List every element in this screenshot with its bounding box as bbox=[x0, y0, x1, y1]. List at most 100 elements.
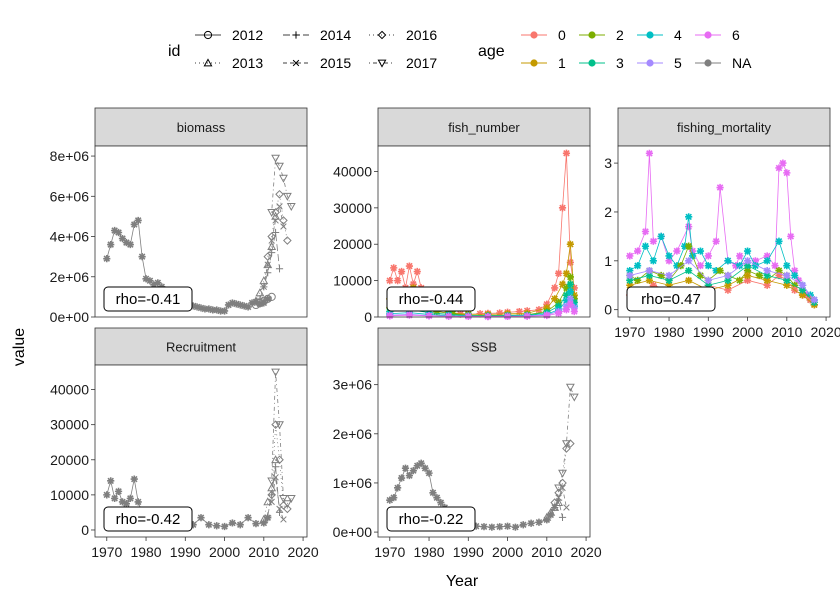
legend-id-key-2012: 2012 bbox=[195, 27, 263, 43]
data-point bbox=[665, 257, 673, 265]
data-point bbox=[641, 227, 650, 236]
data-point bbox=[565, 383, 575, 392]
series-layer bbox=[626, 149, 818, 309]
y-tick-label: 40000 bbox=[50, 382, 89, 398]
data-point bbox=[519, 521, 527, 529]
data-point bbox=[220, 307, 229, 315]
series-line-age-NA-id-2015 bbox=[263, 206, 284, 287]
data-point bbox=[626, 266, 634, 275]
data-point bbox=[685, 276, 693, 284]
data-point bbox=[251, 296, 261, 305]
data-point bbox=[673, 247, 681, 255]
data-point bbox=[562, 306, 571, 314]
y-tick-label: 0 bbox=[364, 309, 372, 325]
data-point bbox=[448, 310, 457, 318]
data-point bbox=[626, 252, 634, 260]
data-point bbox=[236, 301, 244, 309]
panel-border bbox=[617, 145, 831, 318]
data-point bbox=[264, 512, 272, 520]
data-point bbox=[193, 303, 201, 311]
y-tick-label: 0 bbox=[604, 302, 612, 318]
rho-box bbox=[626, 286, 716, 312]
panel-recruitment: Recruitment 0 10000 20000 30000 40000 1970 1980… bbox=[50, 327, 319, 560]
data-point bbox=[685, 257, 693, 265]
legend: id 2012 2014 2016 2013 2015 2017 age 0 2 4 6 1 3 5 NA bbox=[168, 27, 752, 71]
legend-id-label: 2012 bbox=[232, 27, 263, 43]
legend-key-dot bbox=[530, 59, 538, 67]
data-point bbox=[213, 522, 221, 530]
strip-label: fish_number bbox=[448, 120, 520, 135]
y-tick-label: 3 bbox=[604, 155, 612, 171]
panel-fish-number: fish_number 0 10000 20000 30000 40000 rho=-0.4… bbox=[333, 107, 591, 325]
data-point bbox=[271, 208, 280, 217]
x-tick-label: 2010 bbox=[771, 324, 802, 340]
data-point bbox=[394, 277, 402, 285]
data-point bbox=[724, 271, 732, 280]
data-point bbox=[551, 504, 558, 511]
y-tick-label: 4e+06 bbox=[50, 229, 90, 245]
data-point bbox=[122, 500, 131, 508]
data-point bbox=[282, 500, 292, 509]
x-tick-label: 2020 bbox=[570, 544, 601, 560]
data-point bbox=[783, 276, 791, 284]
data-point bbox=[673, 262, 681, 270]
data-point bbox=[228, 299, 237, 307]
data-point bbox=[562, 149, 571, 157]
legend-age-label: 6 bbox=[732, 27, 740, 43]
data-point bbox=[626, 281, 634, 289]
panel-border bbox=[94, 364, 308, 538]
data-point bbox=[645, 276, 654, 284]
series-line-age-NA-id-2014 bbox=[259, 232, 280, 300]
data-point bbox=[275, 265, 284, 273]
data-point bbox=[496, 523, 504, 531]
data-point bbox=[433, 307, 441, 316]
data-point bbox=[645, 266, 654, 275]
data-point bbox=[791, 271, 799, 280]
data-point bbox=[267, 490, 276, 500]
panel-border bbox=[377, 145, 591, 318]
data-point bbox=[224, 301, 233, 309]
data-point bbox=[570, 304, 578, 312]
data-point bbox=[197, 514, 205, 522]
panels: biomass 0e+00 2e+06 4e+06 6e+06 8e+06 rho=-0.4… bbox=[50, 107, 840, 560]
data-point bbox=[763, 266, 771, 275]
data-point bbox=[263, 497, 273, 506]
legend-id-key-2013: 2013 bbox=[195, 55, 263, 71]
y-tick-label: 10000 bbox=[333, 273, 372, 289]
data-point bbox=[405, 262, 414, 270]
data-point bbox=[712, 237, 720, 245]
data-point bbox=[743, 276, 752, 284]
data-point bbox=[798, 281, 807, 289]
data-point bbox=[645, 271, 654, 280]
x-tick-label: 1970 bbox=[374, 544, 405, 560]
data-point bbox=[542, 512, 552, 521]
data-point bbox=[114, 228, 123, 237]
data-point bbox=[405, 471, 414, 480]
data-point bbox=[390, 264, 398, 272]
data-point bbox=[551, 284, 559, 292]
data-point bbox=[570, 295, 578, 303]
data-point bbox=[232, 300, 240, 308]
legend-key-dot bbox=[530, 31, 538, 39]
y-tick-label: 20000 bbox=[333, 236, 372, 252]
data-point bbox=[271, 211, 281, 220]
strip-box bbox=[94, 327, 308, 366]
data-point bbox=[409, 280, 417, 288]
data-point bbox=[566, 240, 574, 248]
data-point bbox=[554, 309, 563, 317]
data-point bbox=[645, 149, 654, 157]
data-point bbox=[480, 523, 488, 531]
data-point bbox=[503, 312, 512, 321]
data-point bbox=[527, 519, 535, 527]
strip-box bbox=[94, 107, 308, 147]
rho-label: rho=-0.42 bbox=[116, 511, 181, 528]
strip-box bbox=[377, 327, 591, 366]
x-tick-label: 1970 bbox=[614, 324, 645, 340]
data-point bbox=[154, 279, 162, 287]
data-point bbox=[272, 217, 279, 224]
series-line-age-NA-id-2013 bbox=[263, 459, 276, 520]
rho-box bbox=[386, 286, 476, 312]
data-point bbox=[751, 257, 760, 265]
data-point bbox=[665, 252, 673, 260]
data-point bbox=[775, 237, 783, 245]
